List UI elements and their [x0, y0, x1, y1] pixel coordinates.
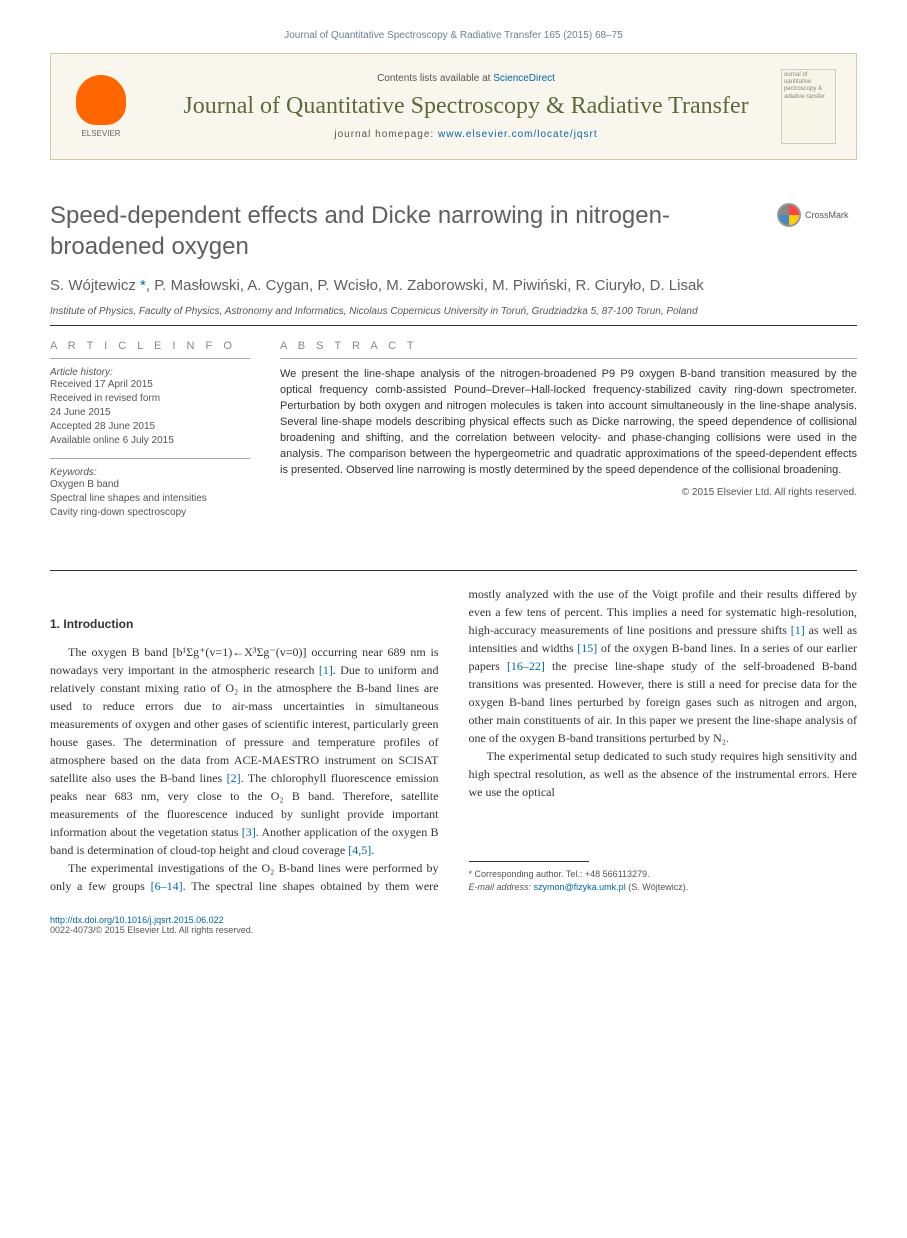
abstract-heading: A B S T R A C T [280, 340, 857, 352]
journal-header: ELSEVIER Contents lists available at Sci… [50, 53, 857, 160]
abstract-subrule [280, 358, 857, 359]
article-title: Speed-dependent effects and Dicke narrow… [50, 200, 777, 262]
authors-list: S. Wójtewicz *, P. Masłowski, A. Cygan, … [50, 277, 857, 294]
contents-line: Contents lists available at ScienceDirec… [151, 73, 781, 84]
abstract-column: A B S T R A C T We present the line-shap… [280, 340, 857, 530]
email-suffix: (S. Wójtewicz). [626, 882, 689, 892]
section-number: 1. [50, 617, 60, 631]
page-footer: http://dx.doi.org/10.1016/j.jqsrt.2015.0… [50, 915, 857, 935]
ref-4-5[interactable]: [4,5] [348, 843, 371, 857]
footnote-email: E-mail address: szymon@fizyka.umk.pl (S.… [469, 881, 858, 894]
ref-1[interactable]: [1] [319, 663, 333, 677]
journal-cover-thumb: ournal of uantitative pectroscopy & adia… [781, 69, 836, 144]
info-abstract-row: A R T I C L E I N F O Article history: R… [50, 340, 857, 530]
ref-2[interactable]: [2] [227, 771, 241, 785]
title-row: Speed-dependent effects and Dicke narrow… [50, 200, 857, 262]
crossmark-badge[interactable]: CrossMark [777, 200, 857, 230]
contents-prefix: Contents lists available at [377, 73, 493, 84]
corresponding-mark: * [136, 277, 146, 294]
homepage-prefix: journal homepage: [334, 129, 438, 140]
info-heading: A R T I C L E I N F O [50, 340, 250, 352]
footnote-corresponding: * Corresponding author. Tel.: +48 566113… [469, 868, 858, 881]
journal-reference: Journal of Quantitative Spectroscopy & R… [50, 30, 857, 41]
footnote-rule [469, 861, 589, 862]
ref-1b[interactable]: [1] [791, 623, 805, 637]
section-title: Introduction [63, 617, 133, 631]
email-label: E-mail address: [469, 882, 534, 892]
p1-text-b: . Due to uniform and relatively constant… [50, 663, 439, 785]
homepage-line: journal homepage: www.elsevier.com/locat… [151, 129, 781, 140]
ref-6-14[interactable]: [6–14] [151, 879, 183, 893]
issn-copyright: 0022-4073/© 2015 Elsevier Ltd. All right… [50, 925, 253, 935]
sciencedirect-link[interactable]: ScienceDirect [493, 73, 555, 84]
info-subrule-2 [50, 458, 250, 459]
crossmark-icon [777, 203, 801, 227]
p1-text-e: . [371, 843, 374, 857]
ref-15[interactable]: [15] [577, 641, 597, 655]
rule-bottom [50, 570, 857, 571]
header-center: Contents lists available at ScienceDirec… [151, 73, 781, 140]
article-info: A R T I C L E I N F O Article history: R… [50, 340, 250, 530]
homepage-link[interactable]: www.elsevier.com/locate/jqsrt [438, 129, 598, 140]
keywords-text: Oxygen B band Spectral line shapes and i… [50, 478, 250, 520]
section-heading: 1. Introduction [50, 615, 439, 633]
info-subrule-1 [50, 358, 250, 359]
ref-16-22[interactable]: [16–22] [507, 659, 545, 673]
journal-name: Journal of Quantitative Spectroscopy & R… [151, 92, 781, 121]
email-link[interactable]: szymon@fizyka.umk.pl [534, 882, 626, 892]
paragraph-3: The experimental setup dedicated to such… [469, 747, 858, 801]
history-label: Article history: [50, 367, 250, 378]
history-text: Received 17 April 2015 Received in revis… [50, 378, 250, 448]
publisher-name: ELSEVIER [81, 129, 120, 138]
keywords-label: Keywords: [50, 467, 250, 478]
paragraph-1: The oxygen B band [b¹Σg⁺(v=1)←X³Σg⁻(v=0)… [50, 643, 439, 859]
abstract-copyright: © 2015 Elsevier Ltd. All rights reserved… [280, 487, 857, 498]
body-text: 1. Introduction The oxygen B band [b¹Σg⁺… [50, 585, 857, 895]
elsevier-logo: ELSEVIER [71, 72, 131, 142]
ref-3[interactable]: [3] [242, 825, 256, 839]
elsevier-tree-icon [76, 75, 126, 125]
affiliation: Institute of Physics, Faculty of Physics… [50, 306, 857, 317]
crossmark-label: CrossMark [805, 210, 849, 220]
doi-link[interactable]: http://dx.doi.org/10.1016/j.jqsrt.2015.0… [50, 915, 224, 925]
abstract-text: We present the line-shape analysis of th… [280, 367, 857, 479]
rule-top [50, 325, 857, 326]
